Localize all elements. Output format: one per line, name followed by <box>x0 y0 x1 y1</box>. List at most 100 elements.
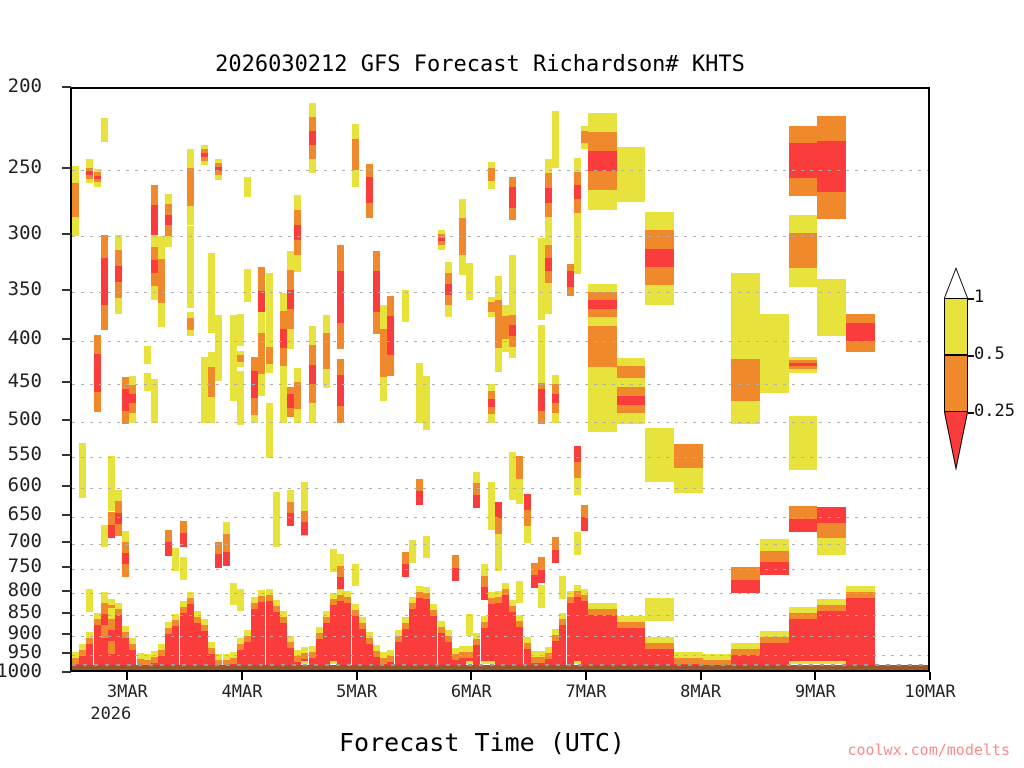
heatmap-cell <box>509 346 517 359</box>
heatmap-cell <box>287 328 295 350</box>
heatmap-cell <box>559 618 567 627</box>
heatmap-cell <box>315 627 323 636</box>
heatmap-cell <box>308 102 316 118</box>
heatmap-cell <box>358 616 366 625</box>
heatmap-cell <box>846 332 875 343</box>
heatmap-cell <box>408 603 416 612</box>
heatmap-cell <box>788 606 818 615</box>
heatmap-cell <box>79 443 87 471</box>
heatmap-cell <box>509 314 517 327</box>
heatmap-cell <box>100 305 108 330</box>
heatmap-cell <box>308 130 316 146</box>
heatmap-cell <box>201 156 209 162</box>
heatmap-cell <box>817 661 846 664</box>
heatmap-cell <box>308 345 316 366</box>
heatmap-cell <box>236 643 244 652</box>
credit-link[interactable]: coolwx.com/modelts <box>847 741 1010 759</box>
heatmap-cell <box>72 217 80 236</box>
heatmap-cell <box>100 258 108 283</box>
heatmap-cell <box>580 125 588 133</box>
heatmap-cell <box>645 285 674 305</box>
heatmap-cell <box>358 628 366 670</box>
heatmap-cell <box>172 614 180 623</box>
heatmap-cell <box>294 408 302 424</box>
heatmap-cell <box>788 268 818 287</box>
y-tick-label-500: 500 <box>7 408 42 431</box>
heatmap-cell <box>487 306 495 313</box>
heatmap-cell <box>645 598 674 621</box>
heatmap-cell <box>509 187 517 199</box>
heatmap-cell <box>301 481 309 510</box>
heatmap-cell <box>287 270 295 292</box>
heatmap-cell <box>566 263 574 273</box>
heatmap-cell <box>387 655 395 664</box>
heatmap-cell <box>265 601 273 670</box>
heatmap-cell <box>301 510 309 524</box>
heatmap-cell <box>444 272 452 285</box>
heatmap-cell <box>588 284 617 294</box>
heatmap-cell <box>279 347 287 368</box>
heatmap-cell <box>158 280 166 305</box>
heatmap-cell <box>122 564 130 578</box>
heatmap-cell <box>487 414 495 423</box>
heatmap-cell <box>287 635 295 644</box>
heatmap-cell <box>330 604 338 670</box>
heatmap-cell <box>573 171 581 187</box>
heatmap-cell <box>523 637 531 646</box>
heatmap-cell <box>115 250 123 268</box>
heatmap-cell <box>552 139 560 168</box>
heatmap-cell <box>537 399 545 413</box>
heatmap-cell <box>308 116 316 132</box>
heatmap-cell <box>817 506 846 524</box>
heatmap-cell <box>559 576 567 599</box>
heatmap-cell <box>616 395 646 406</box>
heatmap-cell <box>229 357 237 402</box>
colorbar-under-arrow <box>944 412 968 470</box>
heatmap-cell <box>459 198 467 219</box>
heatmap-cell <box>72 199 80 219</box>
heatmap-cell <box>129 384 137 396</box>
heatmap-cell <box>473 645 481 670</box>
heatmap-cell <box>100 610 108 670</box>
heatmap-cell <box>459 255 467 275</box>
heatmap-cell <box>265 339 273 349</box>
heatmap-cell <box>287 394 295 403</box>
heatmap-cell <box>674 657 703 666</box>
heatmap-cell <box>208 647 216 656</box>
heatmap-cell <box>566 271 574 281</box>
heatmap-cell <box>165 530 173 544</box>
heatmap-cell <box>509 606 517 615</box>
heatmap-cell <box>208 641 216 650</box>
x-tick-mark-3MAR <box>126 672 129 680</box>
heatmap-cell <box>272 519 280 547</box>
heatmap-cell <box>201 148 209 154</box>
heatmap-cell <box>466 613 474 637</box>
heatmap-cell <box>222 552 230 566</box>
y-tick-mark-800 <box>62 589 71 592</box>
heatmap-cell <box>674 468 703 493</box>
heatmap-cell <box>165 627 173 636</box>
heatmap-cell <box>265 272 273 308</box>
heatmap-cell <box>616 366 646 375</box>
heatmap-cell <box>494 323 502 349</box>
heatmap-cell <box>588 189 617 211</box>
heatmap-cell <box>93 182 101 187</box>
heatmap-cell <box>365 643 373 670</box>
heatmap-cell <box>122 625 130 634</box>
heatmap-cell <box>416 362 424 394</box>
heatmap-cell <box>308 326 316 347</box>
heatmap-cell <box>337 600 345 670</box>
y-tick-label-350: 350 <box>7 278 42 301</box>
heatmap-cell <box>516 621 524 630</box>
heatmap-cell <box>115 234 123 252</box>
heatmap-cell <box>287 408 295 417</box>
heatmap-cell <box>788 232 818 252</box>
heatmap-cell <box>616 387 646 397</box>
heatmap-cell <box>788 214 818 234</box>
heatmap-cell <box>387 296 395 317</box>
heatmap-cell <box>573 231 581 274</box>
heatmap-cell <box>509 197 517 210</box>
heatmap-cell <box>408 540 416 563</box>
heatmap-cell <box>530 562 538 577</box>
heatmap-cell <box>279 394 287 423</box>
